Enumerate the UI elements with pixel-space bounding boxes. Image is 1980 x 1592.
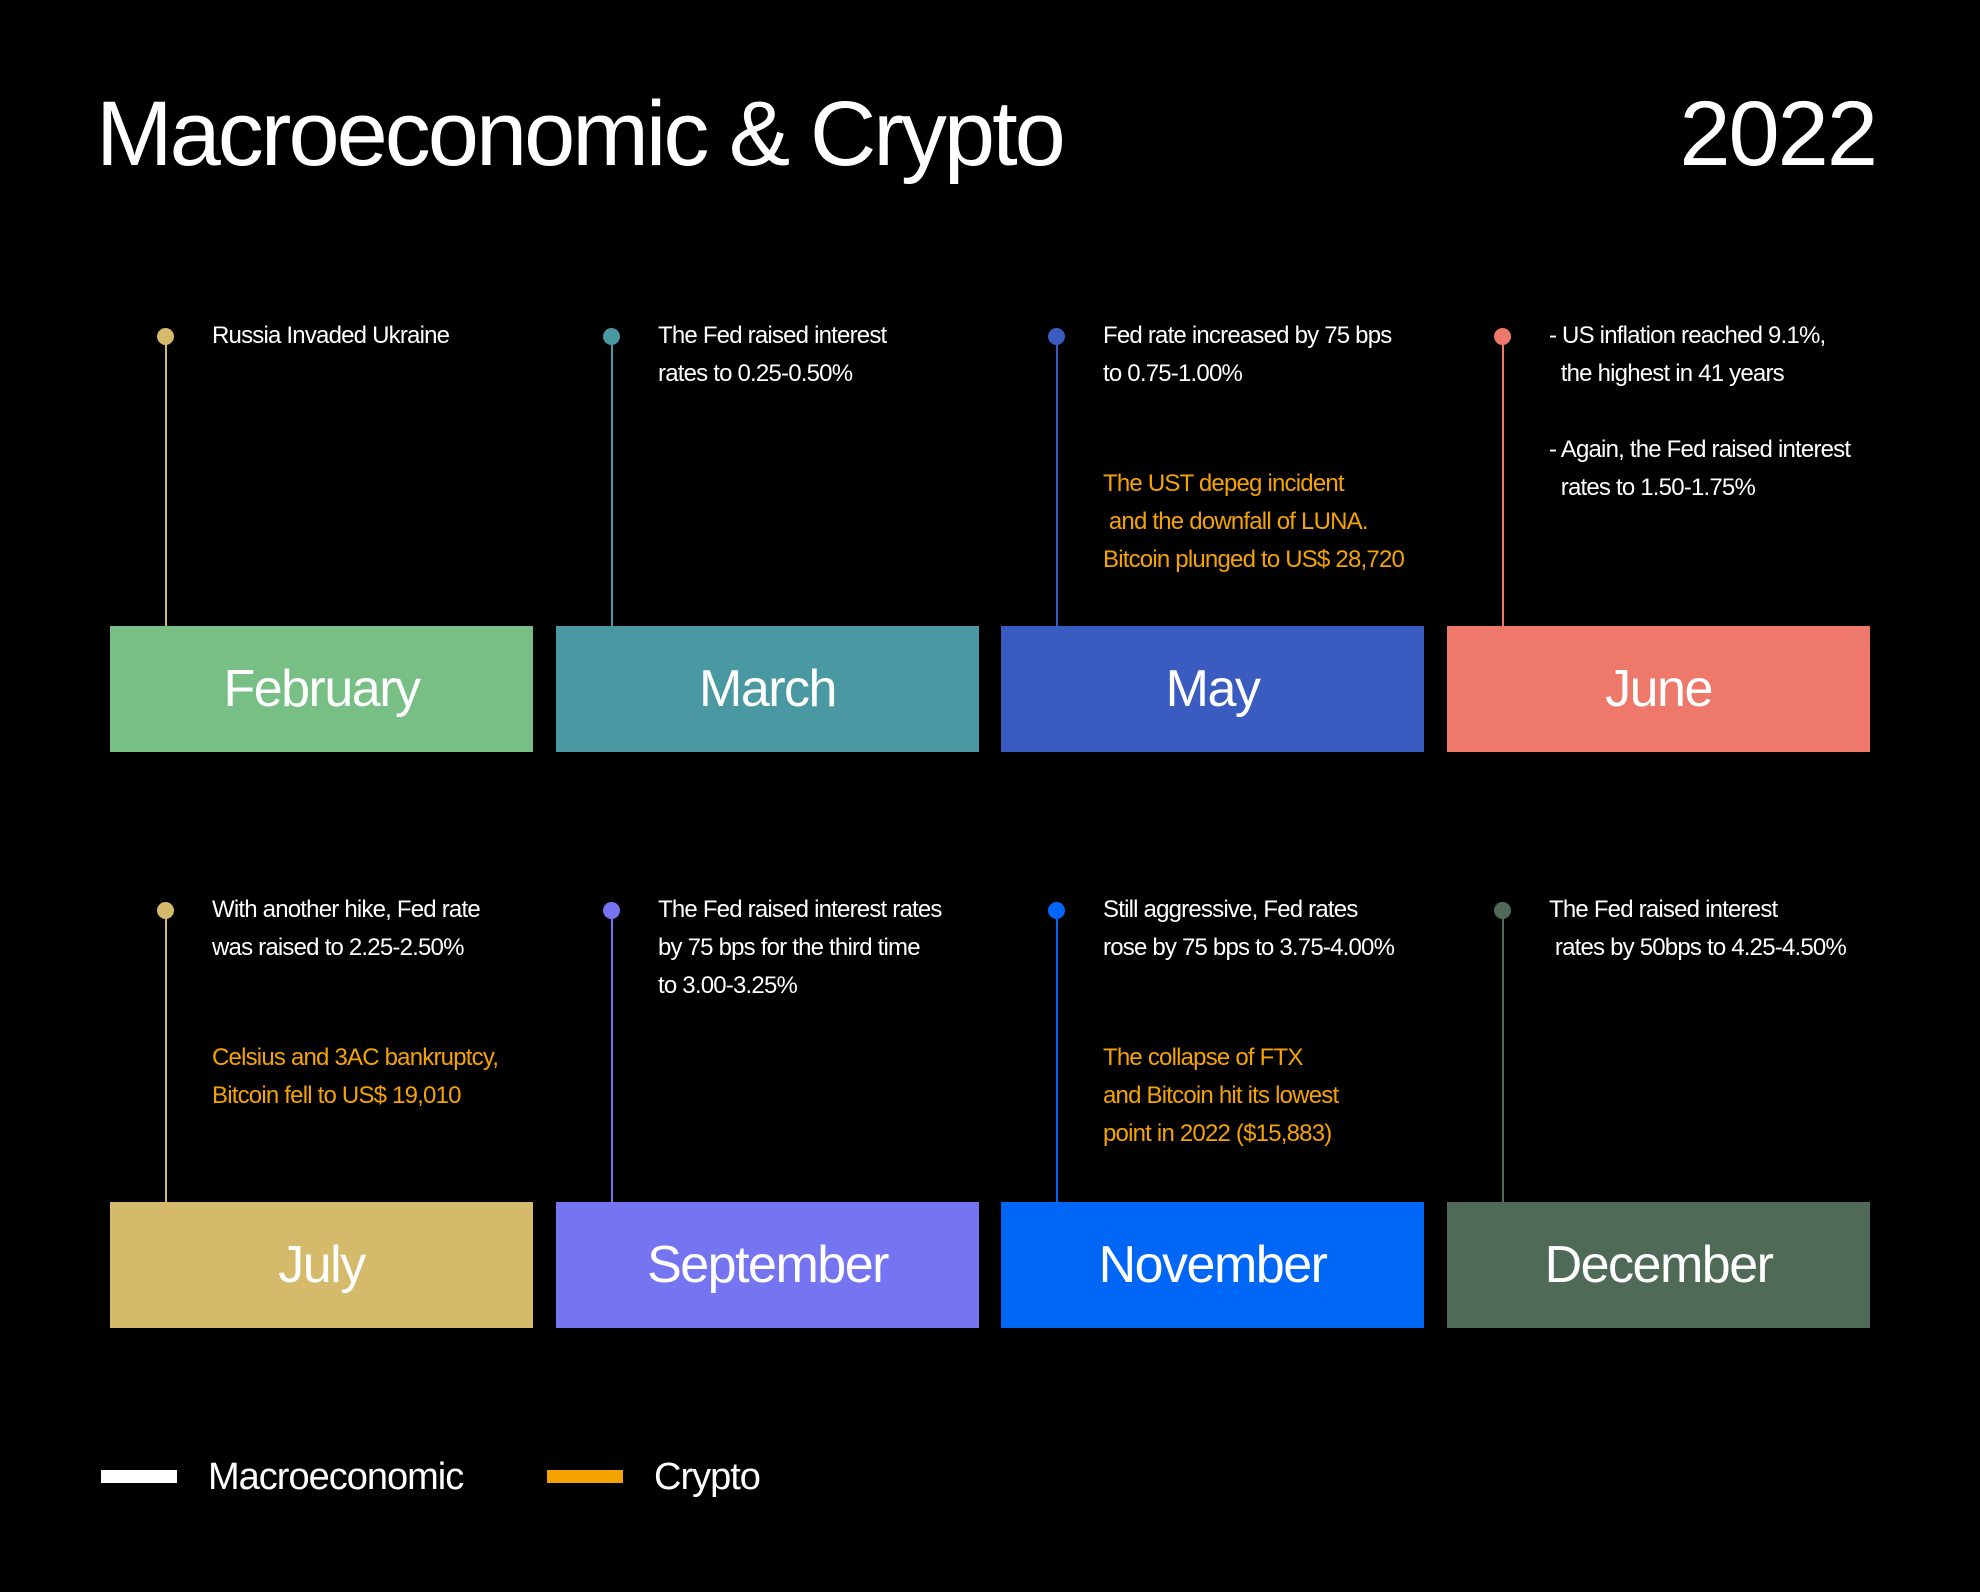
event-text: The Fed raised interest rates by 50bps t…	[1549, 891, 1889, 967]
timeline-connector	[1502, 910, 1504, 1202]
timeline-connector	[165, 910, 167, 1202]
month-box: September	[556, 1202, 979, 1328]
legend-label-crypto: Crypto	[654, 1456, 761, 1498]
crypto-event: Celsius and 3AC bankruptcy, Bitcoin fell…	[212, 1044, 499, 1109]
timeline-dot-icon	[157, 902, 174, 919]
macro-event: Still aggressive, Fed rates rose by 75 b…	[1103, 896, 1395, 961]
event-text: With another hike, Fed rate was raised t…	[212, 891, 552, 1115]
month-box: June	[1447, 626, 1870, 752]
timeline-dot-icon	[1494, 902, 1511, 919]
event-text: Fed rate increased by 75 bps to 0.75-1.0…	[1103, 317, 1443, 579]
year-label: 2022	[1679, 83, 1878, 185]
timeline-connector	[611, 910, 613, 1202]
timeline-connector	[611, 336, 613, 626]
month-box: December	[1447, 1202, 1870, 1328]
event-text: - US inflation reached 9.1%, the highest…	[1549, 317, 1889, 507]
page-title: Macroeconomic & Crypto	[96, 83, 1066, 185]
event-text: The Fed raised interest rates to 0.25-0.…	[658, 317, 998, 393]
timeline-connector	[1056, 910, 1058, 1202]
macro-event: With another hike, Fed rate was raised t…	[212, 896, 481, 961]
crypto-event: The collapse of FTX and Bitcoin hit its …	[1103, 1044, 1339, 1147]
timeline-connector	[1056, 336, 1058, 626]
event-text: Still aggressive, Fed rates rose by 75 b…	[1103, 891, 1443, 1153]
timeline-dot-icon	[157, 328, 174, 345]
macro-event: - US inflation reached 9.1%, the highest…	[1549, 322, 1826, 387]
month-box: November	[1001, 1202, 1424, 1328]
month-box: July	[110, 1202, 533, 1328]
macro-event: The Fed raised interest rates to 0.25-0.…	[658, 322, 887, 387]
timeline-dot-icon	[1494, 328, 1511, 345]
legend-swatch-macroeconomic	[101, 1470, 177, 1483]
timeline-connector	[165, 336, 167, 626]
month-box: March	[556, 626, 979, 752]
timeline-dot-icon	[1048, 328, 1065, 345]
macro-event: The Fed raised interest rates by 50bps t…	[1549, 896, 1847, 961]
timeline-connector	[1502, 336, 1504, 626]
macro-event: The Fed raised interest rates by 75 bps …	[658, 896, 942, 999]
month-box: February	[110, 626, 533, 752]
crypto-event: The UST depeg incident and the downfall …	[1103, 470, 1405, 573]
month-box: May	[1001, 626, 1424, 752]
event-text: Russia Invaded Ukraine	[212, 317, 552, 355]
event-text: The Fed raised interest rates by 75 bps …	[658, 891, 998, 1005]
legend-label-macroeconomic: Macroeconomic	[208, 1456, 464, 1498]
macro-event: Fed rate increased by 75 bps to 0.75-1.0…	[1103, 322, 1392, 387]
macro-event: - Again, the Fed raised interest rates t…	[1549, 436, 1851, 501]
legend-swatch-crypto	[547, 1470, 623, 1483]
timeline-dot-icon	[603, 328, 620, 345]
timeline-dot-icon	[1048, 902, 1065, 919]
macro-event: Russia Invaded Ukraine	[212, 322, 450, 349]
timeline-dot-icon	[603, 902, 620, 919]
